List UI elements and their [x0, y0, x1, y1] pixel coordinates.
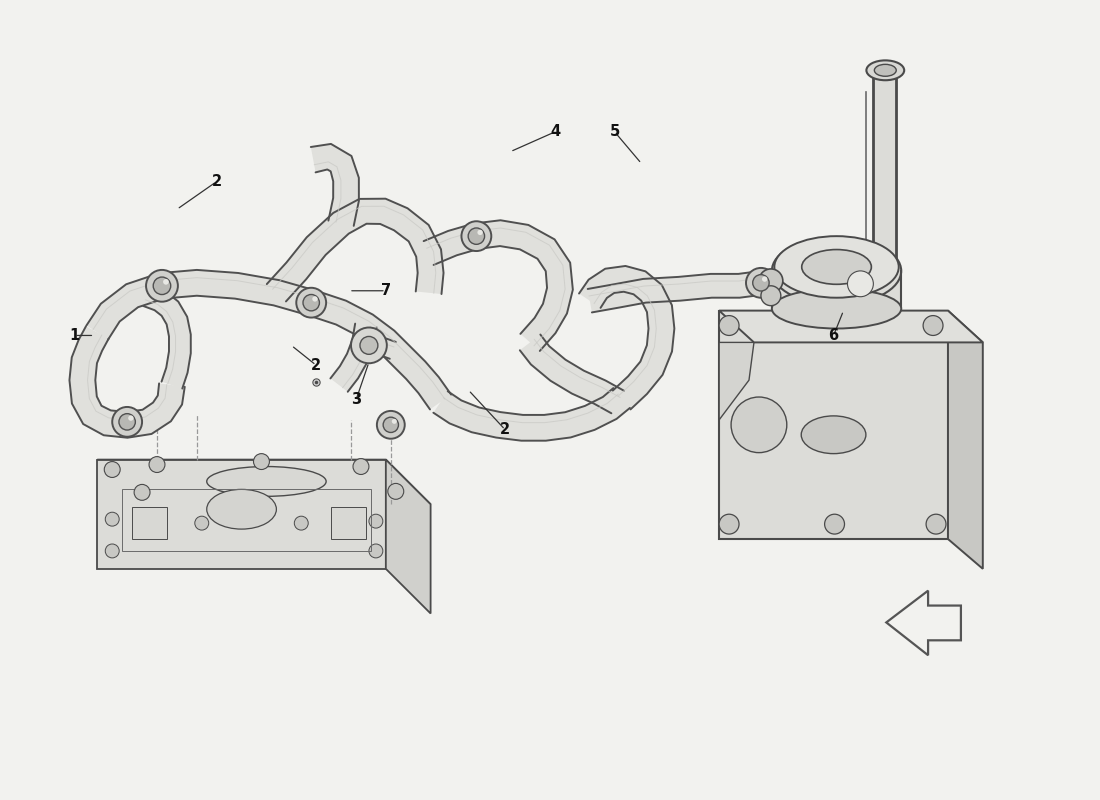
Circle shape — [368, 544, 383, 558]
Polygon shape — [587, 271, 763, 313]
Circle shape — [129, 415, 133, 421]
Circle shape — [388, 483, 404, 499]
Ellipse shape — [207, 466, 326, 496]
Circle shape — [295, 516, 308, 530]
Text: 7: 7 — [381, 283, 390, 298]
Polygon shape — [948, 310, 982, 569]
Circle shape — [923, 315, 943, 335]
Circle shape — [146, 270, 178, 302]
Circle shape — [253, 454, 270, 470]
Circle shape — [134, 485, 150, 500]
Circle shape — [719, 514, 739, 534]
Circle shape — [112, 407, 142, 437]
Circle shape — [825, 514, 845, 534]
Polygon shape — [143, 286, 190, 389]
Circle shape — [148, 457, 165, 473]
Polygon shape — [719, 310, 982, 342]
Circle shape — [351, 327, 387, 363]
Polygon shape — [311, 144, 359, 226]
Text: 2: 2 — [211, 174, 222, 189]
Polygon shape — [69, 326, 185, 438]
Circle shape — [368, 514, 383, 528]
Circle shape — [926, 514, 946, 534]
Circle shape — [847, 271, 873, 297]
Circle shape — [469, 228, 485, 244]
Text: 2: 2 — [311, 358, 321, 373]
Circle shape — [104, 462, 120, 478]
Circle shape — [119, 414, 135, 430]
Text: 4: 4 — [550, 124, 560, 139]
Circle shape — [461, 222, 492, 251]
Polygon shape — [87, 270, 451, 410]
Polygon shape — [386, 459, 430, 614]
Circle shape — [377, 411, 405, 438]
Polygon shape — [520, 334, 624, 414]
Ellipse shape — [801, 416, 866, 454]
Circle shape — [719, 315, 739, 335]
Ellipse shape — [802, 250, 871, 284]
Circle shape — [312, 296, 318, 302]
Text: 2: 2 — [500, 422, 510, 438]
Polygon shape — [772, 271, 901, 309]
Ellipse shape — [867, 60, 904, 80]
Ellipse shape — [207, 490, 276, 529]
Text: 5: 5 — [609, 124, 619, 139]
Ellipse shape — [774, 236, 899, 298]
Polygon shape — [719, 310, 948, 539]
Circle shape — [353, 458, 369, 474]
Polygon shape — [579, 266, 674, 410]
Circle shape — [296, 288, 326, 318]
Circle shape — [360, 337, 378, 354]
Polygon shape — [330, 324, 376, 392]
Circle shape — [759, 269, 783, 293]
Circle shape — [746, 268, 776, 298]
Text: 6: 6 — [828, 328, 838, 343]
Circle shape — [761, 286, 781, 306]
Ellipse shape — [772, 289, 901, 329]
Ellipse shape — [772, 237, 901, 305]
Circle shape — [732, 397, 786, 453]
Circle shape — [392, 419, 397, 424]
Circle shape — [762, 277, 768, 282]
Polygon shape — [132, 507, 167, 539]
Circle shape — [153, 277, 170, 294]
Polygon shape — [719, 342, 754, 420]
Text: 3: 3 — [351, 393, 361, 407]
Polygon shape — [424, 220, 573, 351]
Polygon shape — [97, 459, 386, 569]
Circle shape — [752, 274, 769, 291]
Circle shape — [477, 230, 483, 235]
Circle shape — [195, 516, 209, 530]
Circle shape — [106, 512, 119, 526]
Polygon shape — [267, 198, 443, 302]
Circle shape — [106, 544, 119, 558]
Circle shape — [383, 417, 398, 433]
Polygon shape — [331, 507, 366, 539]
Ellipse shape — [874, 64, 896, 76]
Circle shape — [163, 279, 168, 285]
Polygon shape — [97, 459, 430, 504]
Circle shape — [302, 294, 319, 311]
Polygon shape — [433, 388, 630, 441]
Polygon shape — [361, 334, 396, 358]
Text: 1: 1 — [69, 328, 79, 343]
